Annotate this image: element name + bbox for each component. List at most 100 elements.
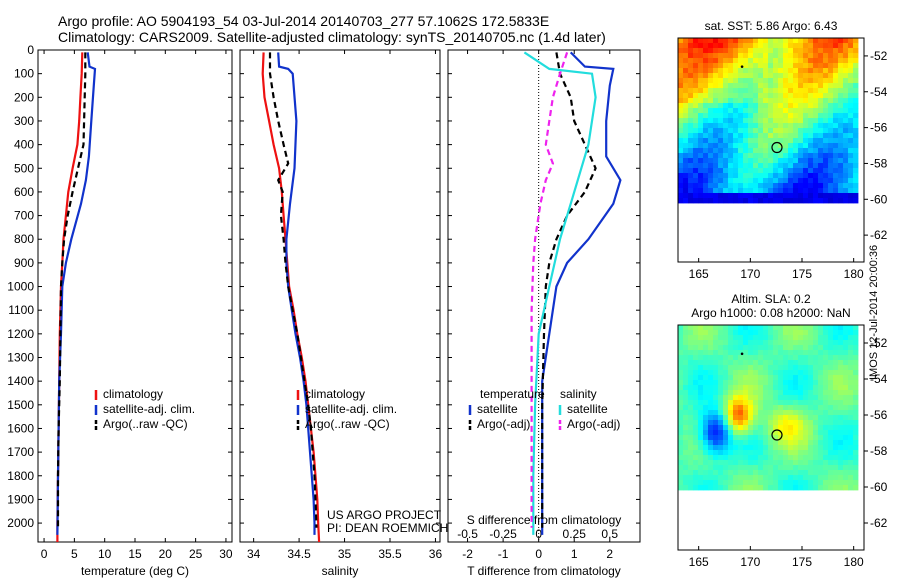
map1-cell bbox=[823, 168, 829, 174]
map1-cell bbox=[688, 78, 694, 84]
map2-cell bbox=[678, 330, 684, 336]
map2-cell bbox=[748, 375, 754, 381]
map1-cell bbox=[853, 83, 859, 89]
map2-cell bbox=[698, 355, 704, 361]
map1-cell bbox=[843, 153, 849, 159]
map2-cell bbox=[818, 480, 824, 486]
map2-cell bbox=[808, 390, 814, 396]
map2-cell bbox=[763, 380, 769, 386]
map1-cell bbox=[783, 98, 789, 104]
project-annotation: US ARGO PROJECT bbox=[327, 508, 442, 522]
map1-cell bbox=[818, 98, 824, 104]
map1-cell bbox=[723, 178, 729, 184]
map2-cell bbox=[773, 335, 779, 341]
map2-cell bbox=[713, 410, 719, 416]
map1-cell bbox=[733, 88, 739, 94]
map1-cell bbox=[803, 193, 809, 199]
map1-cell bbox=[833, 68, 839, 74]
map2-cell bbox=[693, 405, 699, 411]
map1-cell bbox=[713, 173, 719, 179]
map1-cell bbox=[753, 123, 759, 129]
map2-cell bbox=[778, 430, 784, 436]
map1-cell bbox=[718, 198, 724, 204]
map2-cell bbox=[748, 365, 754, 371]
map1-cell bbox=[843, 183, 849, 189]
map2-cell bbox=[823, 395, 829, 401]
map2-cell bbox=[763, 385, 769, 391]
map2-cell bbox=[843, 425, 849, 431]
map2-cell bbox=[703, 365, 709, 371]
depth-tick-label: 1700 bbox=[7, 445, 34, 459]
map1-cell bbox=[778, 158, 784, 164]
map2-cell bbox=[783, 375, 789, 381]
map1-cell bbox=[763, 68, 769, 74]
map2-cell bbox=[693, 460, 699, 466]
map2-cell bbox=[763, 350, 769, 356]
map2-cell bbox=[808, 345, 814, 351]
map2-cell bbox=[788, 335, 794, 341]
map1-cell bbox=[733, 68, 739, 74]
map1-cell bbox=[853, 108, 859, 114]
map2-cell bbox=[798, 335, 804, 341]
map2-cell bbox=[718, 365, 724, 371]
panel1-xtick-label: 30 bbox=[219, 547, 233, 561]
map2-cell bbox=[738, 355, 744, 361]
map2-xtick-label: 175 bbox=[792, 555, 812, 569]
map2-cell bbox=[773, 345, 779, 351]
map2-cell bbox=[813, 420, 819, 426]
map1-cell bbox=[828, 48, 834, 54]
map1-cell bbox=[813, 83, 819, 89]
map1-cell bbox=[848, 68, 854, 74]
map2-cell bbox=[833, 340, 839, 346]
map1-cell bbox=[843, 43, 849, 49]
map2-cell bbox=[723, 485, 729, 491]
map2-cell bbox=[753, 330, 759, 336]
map2-cell bbox=[723, 380, 729, 386]
map2-cell bbox=[828, 480, 834, 486]
map1-cell bbox=[733, 173, 739, 179]
map2-cell bbox=[793, 435, 799, 441]
map2-cell bbox=[848, 460, 854, 466]
map2-cell bbox=[683, 405, 689, 411]
map1-cell bbox=[788, 158, 794, 164]
map1-cell bbox=[708, 133, 714, 139]
map1-cell bbox=[743, 158, 749, 164]
map1-cell bbox=[783, 193, 789, 199]
map2-cell bbox=[788, 420, 794, 426]
map2-cell bbox=[813, 410, 819, 416]
map1-cell bbox=[783, 138, 789, 144]
map1-cell bbox=[793, 108, 799, 114]
map2-cell bbox=[703, 440, 709, 446]
map2-cell bbox=[748, 350, 754, 356]
map1-cell bbox=[803, 98, 809, 104]
map2-cell bbox=[833, 480, 839, 486]
map1-cell bbox=[843, 123, 849, 129]
map2-cell bbox=[853, 485, 859, 491]
map2-cell bbox=[808, 325, 814, 331]
map2-cell bbox=[848, 440, 854, 446]
map1-cell bbox=[688, 183, 694, 189]
map1-cell bbox=[708, 73, 714, 79]
map2-cell bbox=[733, 475, 739, 481]
map2-cell bbox=[808, 435, 814, 441]
map1-title: sat. SST: 5.86 Argo: 6.43 bbox=[705, 19, 838, 33]
map1-cell bbox=[743, 198, 749, 204]
map2-cell bbox=[773, 465, 779, 471]
map1-cell bbox=[713, 193, 719, 199]
map1-ytick-label: -56 bbox=[870, 121, 888, 135]
map2-cell bbox=[728, 445, 734, 451]
map1-cell bbox=[788, 58, 794, 64]
map1-cell bbox=[728, 193, 734, 199]
map1-cell bbox=[808, 143, 814, 149]
map2-cell bbox=[823, 390, 829, 396]
map1-cell bbox=[738, 53, 744, 59]
map2-cell bbox=[778, 330, 784, 336]
map1-cell bbox=[683, 178, 689, 184]
map2-cell bbox=[703, 445, 709, 451]
map1-cell bbox=[703, 193, 709, 199]
map1-cell bbox=[813, 153, 819, 159]
panel3-xtick-label: 2 bbox=[606, 547, 613, 561]
map1-cell bbox=[853, 198, 859, 204]
map1-cell bbox=[798, 158, 804, 164]
map2-cell bbox=[713, 345, 719, 351]
